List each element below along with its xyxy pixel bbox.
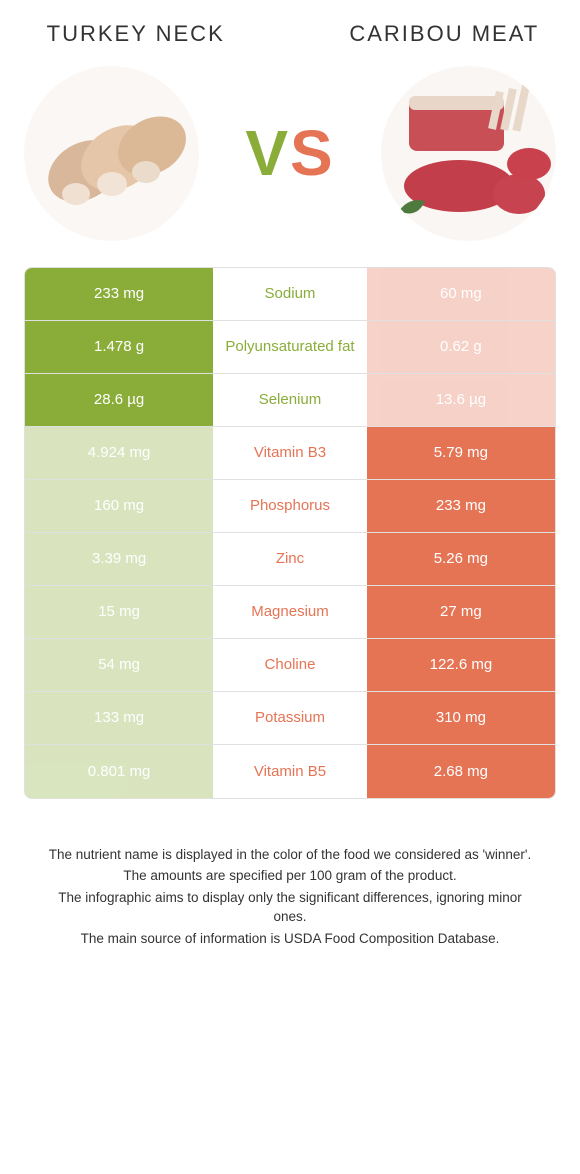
left-value-cell: 160 mg xyxy=(25,480,213,532)
left-value-cell: 54 mg xyxy=(25,639,213,691)
vs-label: VS xyxy=(245,121,334,185)
vs-v: V xyxy=(245,121,290,185)
table-row: 3.39 mgZinc5.26 mg xyxy=(25,533,555,586)
right-value-cell: 60 mg xyxy=(367,268,555,320)
caribou-meat-icon xyxy=(381,66,556,241)
vs-s: S xyxy=(290,121,335,185)
right-value-cell: 310 mg xyxy=(367,692,555,744)
right-value-cell: 2.68 mg xyxy=(367,745,555,798)
nutrient-label-cell: Choline xyxy=(213,639,367,691)
right-value-cell: 233 mg xyxy=(367,480,555,532)
right-value-cell: 5.79 mg xyxy=(367,427,555,479)
left-value-cell: 1.478 g xyxy=(25,321,213,373)
right-food-image xyxy=(381,66,556,241)
table-row: 15 mgMagnesium27 mg xyxy=(25,586,555,639)
left-value-cell: 233 mg xyxy=(25,268,213,320)
table-row: 233 mgSodium60 mg xyxy=(25,268,555,321)
table-row: 133 mgPotassium310 mg xyxy=(25,692,555,745)
table-row: 54 mgCholine122.6 mg xyxy=(25,639,555,692)
footnote-line: The infographic aims to display only the… xyxy=(48,888,532,927)
right-value-cell: 27 mg xyxy=(367,586,555,638)
table-row: 4.924 mgVitamin B35.79 mg xyxy=(25,427,555,480)
nutrient-label-cell: Vitamin B3 xyxy=(213,427,367,479)
left-value-cell: 15 mg xyxy=(25,586,213,638)
nutrient-label-cell: Phosphorus xyxy=(213,480,367,532)
right-value-cell: 13.6 µg xyxy=(367,374,555,426)
table-row: 0.801 mgVitamin B52.68 mg xyxy=(25,745,555,798)
table-row: 1.478 gPolyunsaturated fat0.62 g xyxy=(25,321,555,374)
footnote-line: The main source of information is USDA F… xyxy=(48,929,532,949)
images-row: VS xyxy=(24,66,556,241)
right-food-title: CARIBOU MEAT xyxy=(333,20,556,48)
left-value-cell: 3.39 mg xyxy=(25,533,213,585)
right-value-cell: 5.26 mg xyxy=(367,533,555,585)
left-value-cell: 0.801 mg xyxy=(25,745,213,798)
nutrient-label-cell: Potassium xyxy=(213,692,367,744)
left-value-cell: 4.924 mg xyxy=(25,427,213,479)
left-value-cell: 28.6 µg xyxy=(25,374,213,426)
nutrient-label-cell: Magnesium xyxy=(213,586,367,638)
nutrient-label-cell: Polyunsaturated fat xyxy=(213,321,367,373)
infographic-container: TURKEY NECK CARIBOU MEAT VS xyxy=(0,0,580,948)
turkey-neck-icon xyxy=(24,66,199,241)
left-food-image xyxy=(24,66,199,241)
nutrient-label-cell: Sodium xyxy=(213,268,367,320)
left-value-cell: 133 mg xyxy=(25,692,213,744)
titles-row: TURKEY NECK CARIBOU MEAT xyxy=(24,20,556,48)
right-value-cell: 122.6 mg xyxy=(367,639,555,691)
nutrient-table: 233 mgSodium60 mg1.478 gPolyunsaturated … xyxy=(24,267,556,799)
table-row: 28.6 µgSelenium13.6 µg xyxy=(25,374,555,427)
nutrient-label-cell: Vitamin B5 xyxy=(213,745,367,798)
footnotes: The nutrient name is displayed in the co… xyxy=(24,845,556,949)
nutrient-label-cell: Zinc xyxy=(213,533,367,585)
left-food-title: TURKEY NECK xyxy=(24,20,247,48)
nutrient-label-cell: Selenium xyxy=(213,374,367,426)
table-row: 160 mgPhosphorus233 mg xyxy=(25,480,555,533)
footnote-line: The amounts are specified per 100 gram o… xyxy=(48,866,532,886)
right-value-cell: 0.62 g xyxy=(367,321,555,373)
footnote-line: The nutrient name is displayed in the co… xyxy=(48,845,532,865)
